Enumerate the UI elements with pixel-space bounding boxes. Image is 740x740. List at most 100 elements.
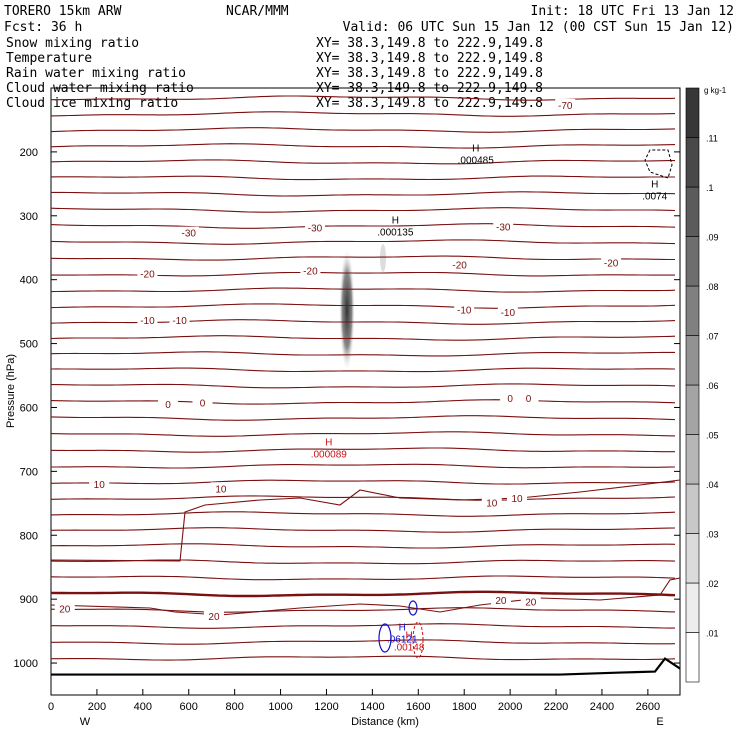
isotherm bbox=[50, 575, 676, 581]
field-name: Snow mixing ratio bbox=[6, 36, 139, 51]
label-bg bbox=[137, 314, 158, 327]
temperature-label-group: -10 bbox=[169, 314, 190, 327]
colorbar-swatch bbox=[685, 384, 700, 435]
isotherm bbox=[50, 303, 676, 309]
label-bg bbox=[210, 482, 231, 495]
y-tick-label: 500 bbox=[20, 339, 38, 351]
extremum-H: H bbox=[392, 215, 399, 226]
x-tick-label: 1600 bbox=[406, 701, 430, 713]
label-bg bbox=[203, 610, 224, 623]
field-xy: XY= 38.3,149.8 to 222.9,149.8 bbox=[316, 36, 543, 51]
label-bg bbox=[520, 595, 541, 608]
temperature-label: -30 bbox=[182, 229, 197, 240]
isotherm bbox=[50, 479, 676, 485]
field-xy: XY= 38.3,149.8 to 222.9,149.8 bbox=[316, 51, 543, 66]
colorbar-swatch bbox=[685, 285, 700, 336]
plot-frame bbox=[50, 87, 681, 696]
y-tick-label: 200 bbox=[20, 147, 38, 159]
extremum-value: .000135 bbox=[377, 227, 414, 238]
isotherm bbox=[50, 590, 676, 598]
colorbar-swatch bbox=[685, 335, 700, 386]
y-tick-label: 600 bbox=[20, 402, 38, 414]
isotherm bbox=[50, 351, 675, 357]
temperature-label-group: -20 bbox=[449, 258, 470, 272]
isotherm bbox=[50, 287, 676, 293]
temperature-label-group: -30 bbox=[304, 221, 325, 235]
temperature-label-group: 0 bbox=[192, 396, 213, 410]
isotherm bbox=[51, 623, 675, 629]
rain-water-contour bbox=[412, 621, 424, 659]
extremum-value: .00148 bbox=[394, 643, 425, 654]
isotherm bbox=[51, 463, 676, 469]
model-title: TORERO 15km ARW bbox=[4, 4, 122, 19]
isotherm bbox=[50, 175, 675, 181]
temperature-label-group: 10 bbox=[89, 477, 110, 491]
temperature-label: -20 bbox=[604, 259, 619, 270]
colorbar-label: .04 bbox=[706, 480, 719, 490]
isotherm bbox=[50, 239, 676, 245]
temperature-label: 0 bbox=[200, 399, 206, 410]
temperature-label: -70 bbox=[558, 101, 573, 112]
isotherm bbox=[50, 511, 676, 517]
y-axis-label: Pressure (hPa) bbox=[5, 354, 17, 428]
valid-time: Valid: 06 UTC Sun 15 Jan 12 (00 CST Sun … bbox=[343, 20, 734, 35]
temperature-label-group: 20 bbox=[54, 602, 75, 615]
temperature-label: -20 bbox=[140, 270, 155, 281]
temperature-label: -20 bbox=[452, 261, 467, 272]
label-bg bbox=[300, 264, 321, 277]
colorbar-label: .1 bbox=[706, 183, 714, 193]
label-bg bbox=[518, 392, 539, 405]
colorbar-swatch bbox=[685, 632, 700, 683]
colorbar-label: .06 bbox=[706, 381, 719, 391]
y-tick-label: 800 bbox=[20, 530, 38, 542]
colorbar-swatch bbox=[685, 483, 700, 534]
isotherm bbox=[50, 607, 676, 613]
colorbar-swatch bbox=[685, 186, 700, 237]
isotherm bbox=[50, 223, 676, 229]
extremum-value: .0074 bbox=[642, 192, 667, 203]
temperature-label-group: 10 bbox=[481, 496, 502, 509]
label-bg bbox=[178, 226, 199, 239]
isotherm bbox=[51, 639, 676, 645]
label-bg bbox=[449, 258, 470, 271]
label-bg bbox=[497, 305, 518, 318]
temperature-label: 10 bbox=[486, 498, 498, 509]
label-bg bbox=[493, 220, 514, 233]
temperature-labels: -70 -30 -30 -30 -20 -20 -20 -20 -10 -10 -10 -10 0 0 0 0… bbox=[54, 98, 622, 623]
temperature-label-group: -70 bbox=[555, 98, 576, 112]
temperature-label: 0 bbox=[507, 394, 513, 405]
isotherm bbox=[50, 367, 676, 373]
temperature-label: -10 bbox=[501, 308, 516, 319]
west-endpoint: W bbox=[80, 716, 91, 728]
colorbar-swatch bbox=[685, 434, 700, 485]
label-bg bbox=[137, 267, 158, 280]
x-tick-label: 2200 bbox=[544, 701, 568, 713]
axes: 0 200 400 600 800 1000 1200 1400 1600 1800 2000 220… bbox=[14, 147, 680, 713]
isotherm bbox=[50, 415, 676, 421]
temperature-label-group: 20 bbox=[490, 594, 511, 607]
isotherm bbox=[51, 543, 676, 549]
label-bg bbox=[490, 594, 511, 607]
isotherm bbox=[50, 143, 676, 149]
temperature-label-group: 10 bbox=[210, 482, 231, 495]
label-bg bbox=[169, 314, 190, 327]
colorbar-swatch bbox=[685, 582, 700, 633]
colorbar-label: .09 bbox=[706, 233, 719, 243]
x-axis-label: Distance (km) bbox=[351, 716, 419, 728]
isotherm bbox=[51, 655, 676, 661]
isotherm bbox=[50, 127, 676, 133]
temperature-label-group: 20 bbox=[203, 610, 224, 623]
extremum-H: H bbox=[399, 622, 406, 633]
temperature-label: 10 bbox=[215, 484, 227, 495]
isotherm bbox=[50, 335, 676, 341]
label-bg bbox=[454, 303, 475, 316]
field-name: Temperature bbox=[6, 51, 92, 66]
y-tick-label: 700 bbox=[20, 466, 38, 478]
label-bg bbox=[89, 477, 110, 490]
extrema-labels: H.000485H.000135H.0074H.000089H.06121H.0… bbox=[311, 144, 668, 654]
snow-shading bbox=[339, 248, 355, 372]
label-bg bbox=[158, 397, 179, 410]
isotherm bbox=[50, 159, 675, 165]
isotherm bbox=[50, 495, 676, 501]
temperature-label: 10 bbox=[94, 480, 106, 491]
